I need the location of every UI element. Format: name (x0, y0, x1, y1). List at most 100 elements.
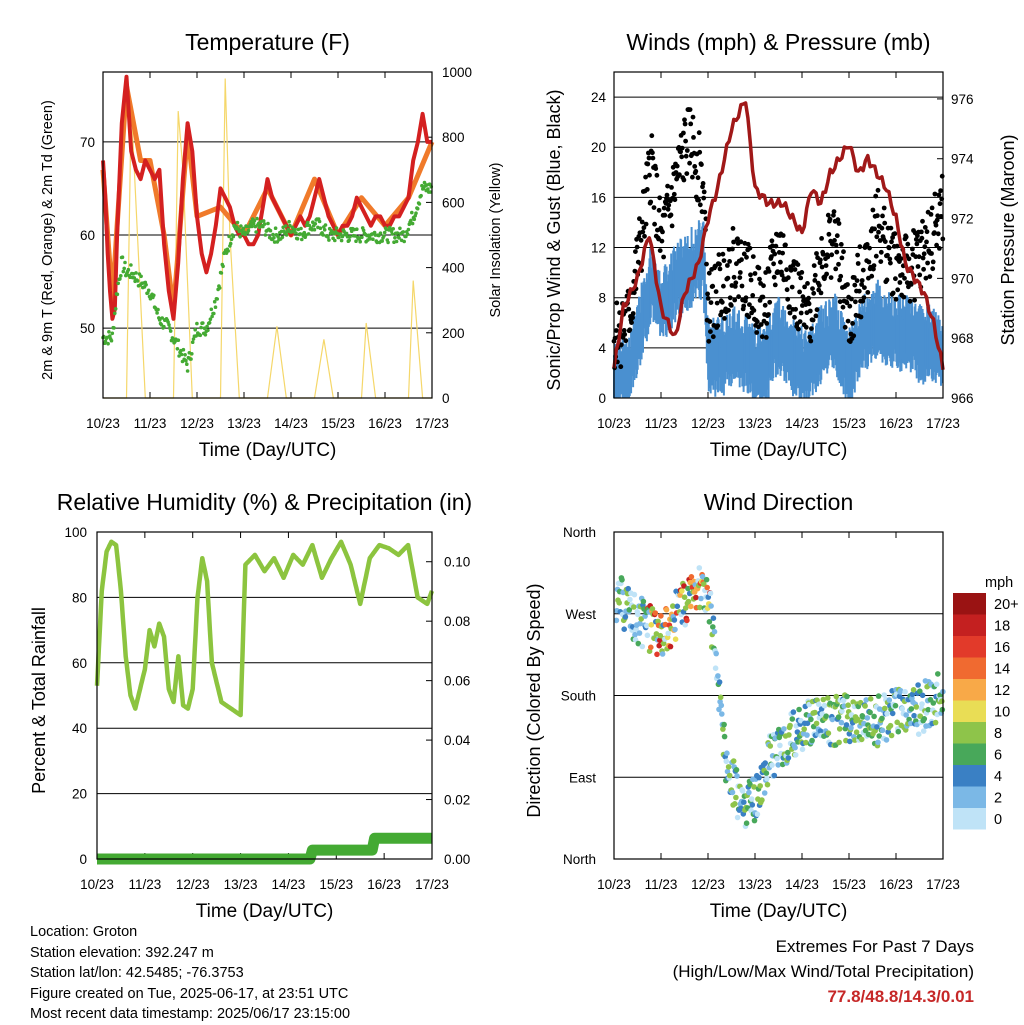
gust-point (707, 319, 713, 324)
direction-point (764, 775, 770, 782)
gust-point (841, 249, 846, 255)
direction-point (644, 622, 650, 629)
gust-point (874, 234, 880, 240)
gust-point (643, 221, 649, 227)
direction-point (895, 728, 902, 735)
gust-point (807, 308, 813, 314)
gust-point (754, 319, 760, 325)
dewpoint-point (295, 237, 300, 241)
gust-point (705, 291, 710, 297)
gust-point (657, 195, 663, 201)
gust-point (621, 328, 627, 333)
gust-point (819, 236, 824, 241)
direction-point (733, 767, 740, 773)
gust-point (908, 282, 914, 287)
legend-swatch (953, 700, 986, 722)
direction-point (777, 742, 783, 749)
dewpoint-point (294, 231, 298, 235)
gust-point (813, 313, 819, 319)
gust-point (702, 209, 708, 215)
gust-point (838, 242, 844, 247)
direction-point (836, 739, 842, 746)
dewpoint-point (177, 354, 181, 358)
gust-point (912, 297, 917, 303)
dewpoint-point (120, 255, 125, 259)
gust-point (938, 214, 944, 219)
dewpoint-point (272, 240, 277, 244)
gust-point (921, 251, 927, 257)
direction-point (897, 687, 904, 694)
direction-point (852, 737, 858, 743)
dewpoint-point (299, 226, 303, 231)
gust-point (661, 254, 666, 260)
direction-point (711, 628, 718, 635)
gust-point (934, 242, 939, 248)
direction-point (939, 698, 945, 704)
gust-point (893, 296, 899, 302)
dewpoint-point (428, 190, 433, 194)
gust-point (669, 185, 674, 190)
direction-point (794, 729, 801, 735)
dewpoint-point (371, 237, 375, 241)
gust-point (809, 326, 814, 331)
dewpoint-point (238, 234, 242, 239)
gust-point (893, 276, 898, 282)
gust-point (643, 174, 648, 180)
gust-point (923, 275, 929, 281)
gust-point (819, 264, 825, 270)
gust-point (898, 256, 904, 261)
direction-point (635, 611, 641, 618)
dewpoint-point (119, 274, 123, 278)
direction-point (879, 727, 886, 734)
extremes-values: 77.8/48.8/14.3/0.01 (827, 987, 974, 1006)
direction-point (921, 716, 928, 722)
gust-point (717, 261, 722, 267)
y-axis-label: Percent & Total Rainfall (29, 607, 49, 794)
gust-point (852, 282, 858, 288)
x-tick-label: 17/23 (415, 877, 449, 892)
x-tick-label: 10/23 (597, 416, 631, 431)
dewpoint-point (327, 238, 331, 242)
gust-point (850, 321, 855, 326)
gust-point (631, 290, 637, 296)
gust-point (927, 274, 933, 279)
direction-point (656, 642, 662, 649)
direction-point (706, 619, 713, 625)
gust-point (672, 197, 678, 203)
direction-point (911, 712, 917, 719)
gust-point (649, 133, 655, 139)
legend-swatch (953, 722, 986, 744)
gust-point (766, 312, 771, 317)
x-tick-label: 13/23 (738, 416, 772, 431)
direction-point (648, 644, 654, 651)
precip-line (97, 832, 432, 865)
x-tick-label: 11/23 (645, 877, 678, 892)
y2-tick-label: 0.10 (444, 555, 470, 570)
gust-point (704, 261, 709, 267)
dewpoint-point (155, 311, 159, 315)
y-tick-label: 16 (591, 190, 606, 205)
gust-point (818, 257, 823, 263)
gust-point (762, 302, 768, 308)
gust-point (646, 155, 652, 161)
dewpoint-point (272, 236, 276, 240)
direction-point (769, 762, 775, 768)
dewpoint-point (312, 227, 317, 232)
extremes-title: Extremes For Past 7 Days (775, 937, 974, 956)
direction-point (888, 732, 895, 739)
gust-point (869, 273, 875, 279)
direction-point (756, 774, 762, 781)
gust-point (878, 249, 884, 255)
gust-point (630, 315, 635, 321)
gust-point (614, 300, 620, 306)
gust-point (913, 254, 919, 260)
y-tick-label: 4 (598, 341, 606, 356)
gust-point (645, 161, 651, 167)
dewpoint-point (334, 226, 339, 230)
direction-point (725, 764, 732, 770)
direction-point (640, 598, 647, 605)
gust-point (656, 207, 662, 213)
dewpoint-point (123, 260, 127, 265)
y-tick-label: South (561, 689, 596, 704)
gust-point (789, 284, 795, 290)
